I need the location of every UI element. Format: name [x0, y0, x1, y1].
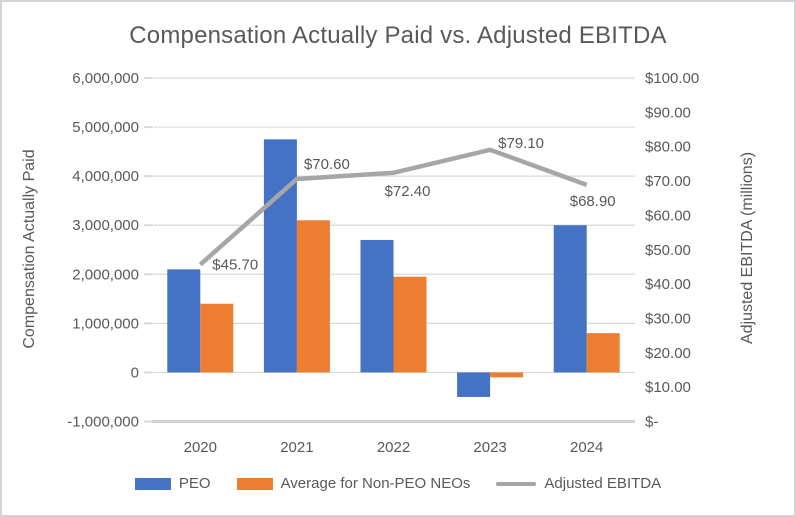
ebitda-data-label-2020: $45.70: [212, 257, 258, 274]
peo-bar-2024[interactable]: [553, 225, 587, 373]
legend: PEO Average for Non-PEO NEOs Adjusted EB…: [2, 475, 794, 492]
right-axis-tick-label: $40.00: [645, 276, 691, 293]
nonpeo-bar-2023[interactable]: [490, 372, 524, 378]
ebitda-data-label-2023: $79.10: [498, 135, 544, 152]
category-label-2023: 2023: [473, 439, 506, 456]
peo-bar-2022[interactable]: [360, 239, 394, 373]
right-axis-tick-label: $20.00: [645, 345, 691, 362]
nonpeo-bar-2021[interactable]: [296, 220, 330, 373]
left-axis-tick-label: 4,000,000: [72, 168, 139, 185]
right-axis-tick-label: $80.00: [645, 139, 691, 156]
ebitda-data-label-2021: $70.60: [304, 156, 350, 173]
left-axis-tick-label: 5,000,000: [72, 119, 139, 136]
category-label-2021: 2021: [280, 439, 313, 456]
left-axis-tick-label: 2,000,000: [72, 266, 139, 283]
left-axis-tick-label: 0: [131, 364, 139, 381]
ebitda-line-swatch-icon: [496, 481, 537, 486]
right-axis-tick-label: $50.00: [645, 242, 691, 259]
ebitda-data-label-2022: $72.40: [385, 183, 431, 200]
right-axis-tick-label: $-: [645, 414, 658, 431]
peo-swatch-icon: [134, 477, 171, 490]
legend-label-nonpeo: Average for Non-PEO NEOs: [280, 475, 471, 492]
legend-label-peo: PEO: [178, 475, 211, 492]
nonpeo-swatch-icon: [236, 477, 273, 490]
nonpeo-bar-2020[interactable]: [200, 303, 234, 373]
left-axis-tick-label: 1,000,000: [72, 315, 139, 332]
peo-bar-2023[interactable]: [457, 372, 491, 397]
left-axis-tick-label: 3,000,000: [72, 217, 139, 234]
category-label-2020: 2020: [184, 439, 217, 456]
legend-item-peo[interactable]: PEO: [134, 475, 211, 492]
legend-label-ebitda: Adjusted EBITDA: [544, 475, 662, 492]
ebitda-line[interactable]: [198, 147, 588, 267]
chart-title: Compensation Actually Paid vs. Adjusted …: [129, 22, 667, 49]
nonpeo-bar-2024[interactable]: [586, 333, 620, 373]
right-axis-tick-label: $70.00: [645, 173, 691, 190]
left-axis-tick-label: 6,000,000: [72, 70, 139, 87]
peo-bar-2020[interactable]: [167, 269, 201, 373]
right-axis-tick-label: $90.00: [645, 104, 691, 121]
right-axis-tick-label: $30.00: [645, 310, 691, 327]
ebitda-data-label-2024: $68.90: [570, 193, 616, 210]
left-axis-tick-label: -1,000,000: [67, 414, 139, 431]
category-label-2024: 2024: [570, 439, 603, 456]
right-axis-tick-label: $60.00: [645, 207, 691, 224]
right-axis-tick-label: $10.00: [645, 379, 691, 396]
legend-item-nonpeo[interactable]: Average for Non-PEO NEOs: [236, 475, 471, 492]
peo-bar-2021[interactable]: [263, 139, 297, 373]
legend-item-ebitda[interactable]: Adjusted EBITDA: [496, 475, 661, 492]
right-axis-tick-label: $100.00: [645, 70, 699, 87]
category-label-2022: 2022: [377, 439, 410, 456]
nonpeo-bar-2022[interactable]: [393, 276, 427, 373]
